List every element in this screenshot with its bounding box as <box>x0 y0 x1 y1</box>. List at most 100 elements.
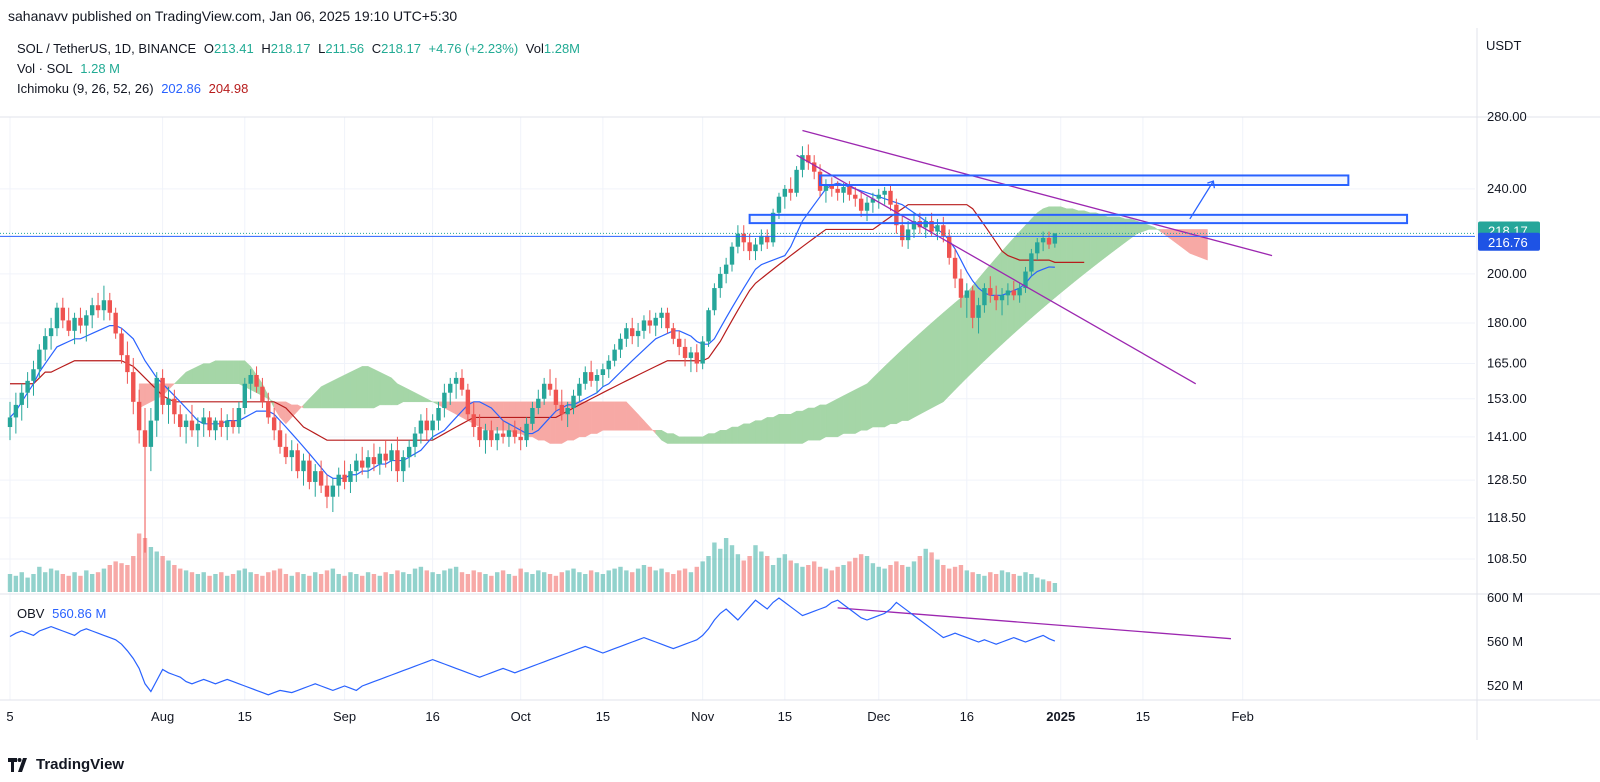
cloud-segment <box>749 420 756 444</box>
candle <box>78 307 83 334</box>
volume-bar <box>107 565 112 592</box>
currency-selector[interactable]: USDT <box>1486 38 1522 53</box>
volume-bar <box>894 561 899 592</box>
volume-bar <box>360 575 365 592</box>
cloud-segment <box>990 257 997 356</box>
obv-legend[interactable]: OBV 560.86 M <box>17 606 107 621</box>
resistance-zone <box>748 213 1409 225</box>
cloud-segment <box>626 401 633 431</box>
cloud-segment <box>1037 208 1044 314</box>
cloud-segment <box>643 419 651 431</box>
candle <box>154 372 159 437</box>
cloud-segment <box>614 401 621 431</box>
volume-bar <box>54 570 60 592</box>
volume-bar <box>559 572 564 592</box>
candle <box>782 184 788 209</box>
ichimoku-legend[interactable]: Ichimoku (9, 26, 52, 26) 202.86 204.98 <box>17 81 249 96</box>
candle <box>765 229 770 249</box>
candle-body <box>289 450 294 458</box>
candle-body <box>207 417 212 431</box>
candle-body <box>506 430 512 437</box>
candle-body <box>630 328 635 337</box>
candle <box>988 276 993 303</box>
volume-bar <box>1011 574 1016 592</box>
cloud-segment <box>1078 210 1085 280</box>
candle-body <box>735 233 741 247</box>
volume-bar <box>224 575 230 592</box>
cloud-segment <box>561 401 568 444</box>
cloud-segment <box>755 420 762 444</box>
symbol-name[interactable]: SOL / TetherUS, 1D, BINANCE <box>17 41 197 56</box>
volume-legend[interactable]: Vol · SOL 1.28 M <box>17 61 121 76</box>
cloud-segment <box>931 317 938 409</box>
candle <box>131 357 136 415</box>
candle-body <box>547 383 553 390</box>
volume-bar <box>500 570 506 592</box>
candle-body <box>712 288 717 311</box>
candle <box>635 322 641 347</box>
close-value: 218.17 <box>381 41 421 56</box>
volume-bar <box>266 572 271 592</box>
cloud-segment <box>297 404 304 412</box>
candle <box>694 344 699 373</box>
cloud-segment <box>849 389 856 434</box>
candle <box>166 386 171 424</box>
resistance-zone <box>819 174 1350 186</box>
candle <box>360 446 365 475</box>
candle <box>189 404 195 437</box>
candle <box>970 285 975 329</box>
cloud-segment <box>197 363 204 385</box>
candle <box>113 307 118 339</box>
volume-bar <box>988 572 993 592</box>
cloud-segment <box>391 377 398 406</box>
candle-body <box>530 407 535 424</box>
candle <box>641 315 647 339</box>
candle <box>125 341 130 384</box>
candle-body <box>900 225 905 241</box>
candle-body <box>794 169 799 193</box>
cloud-segment <box>667 433 674 444</box>
candle <box>271 407 277 441</box>
volume-bar <box>154 551 159 592</box>
volume-bar <box>477 572 482 592</box>
cloud-segment <box>696 436 703 444</box>
candle-body <box>365 457 371 468</box>
candle <box>993 285 999 311</box>
cloud-segment <box>1177 229 1185 250</box>
candle <box>811 155 817 180</box>
candle <box>923 216 928 238</box>
cloud-segment <box>408 389 416 403</box>
candle-body <box>858 198 864 211</box>
candle <box>1040 231 1046 252</box>
candle <box>60 297 66 329</box>
candle <box>577 377 582 402</box>
candle-body <box>823 184 829 191</box>
candle <box>688 346 694 373</box>
kijun-line <box>10 204 1085 441</box>
cloud-segment <box>602 401 609 431</box>
candle <box>1017 283 1022 303</box>
cloud-segment <box>890 354 897 425</box>
candle <box>753 237 758 261</box>
volume-bar <box>671 574 676 592</box>
volume-bar <box>747 556 752 592</box>
candle <box>354 453 359 482</box>
candle-body <box>659 312 664 318</box>
candle <box>25 372 30 408</box>
volume-bar <box>917 556 923 592</box>
candle-body <box>929 221 934 232</box>
candle-body <box>224 420 230 428</box>
volume-bar <box>776 557 782 592</box>
low-value: 211.56 <box>325 41 365 56</box>
candle <box>348 464 353 493</box>
candle-body <box>78 317 83 326</box>
candle <box>213 417 218 441</box>
volume-bar <box>430 572 435 592</box>
candle-body <box>741 233 746 243</box>
cloud-segment <box>450 401 457 415</box>
candle-body <box>835 188 840 193</box>
candle-body <box>471 414 476 428</box>
cloud-segment <box>1107 216 1114 257</box>
candle-body <box>348 471 353 482</box>
